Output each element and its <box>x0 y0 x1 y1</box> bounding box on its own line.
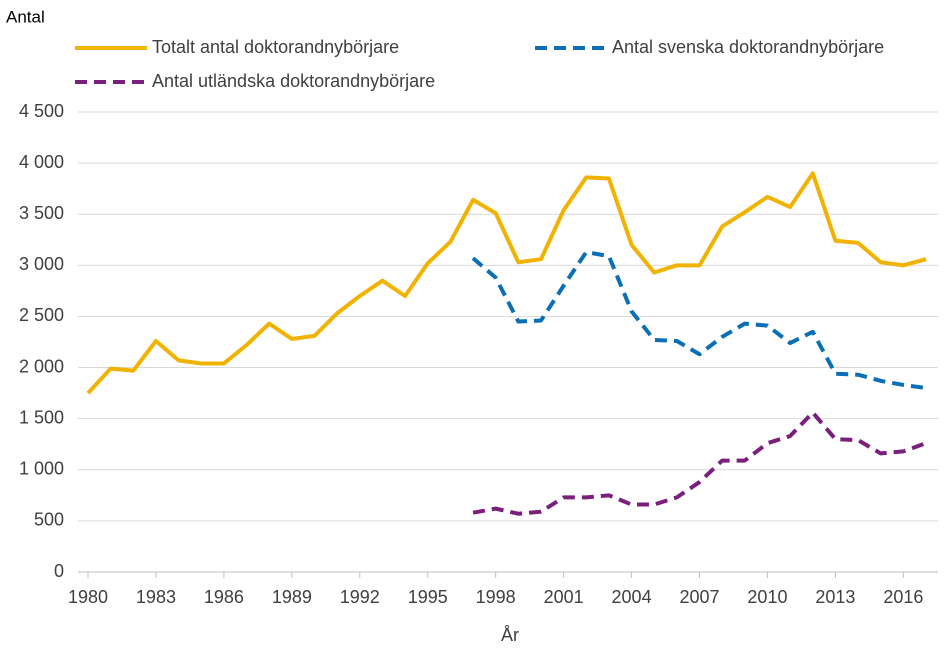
y-tick-label: 1 500 <box>19 407 64 427</box>
x-tick-label: 1983 <box>136 587 176 607</box>
x-tick-label: 1989 <box>272 587 312 607</box>
y-tick-label: 1 000 <box>19 459 64 479</box>
series-line <box>86 171 927 395</box>
series-line <box>472 410 927 516</box>
series-line <box>471 250 927 390</box>
x-tick-label: 2013 <box>815 587 855 607</box>
x-tick-label: 1986 <box>204 587 244 607</box>
y-tick-label: 4 000 <box>19 152 64 172</box>
y-tick-label: 0 <box>54 561 64 581</box>
x-tick-label: 1980 <box>68 587 108 607</box>
x-tick-label: 2007 <box>679 587 719 607</box>
y-tick-label: 4 500 <box>19 101 64 121</box>
x-tick-label: 2016 <box>883 587 923 607</box>
y-tick-label: 2 500 <box>19 305 64 325</box>
legend-label: Antal utländska doktorandnybörjare <box>152 71 435 91</box>
x-tick-label: 2004 <box>612 587 652 607</box>
legend-label: Antal svenska doktorandnybörjare <box>612 37 884 57</box>
x-tick-label: 1995 <box>408 587 448 607</box>
y-tick-label: 3 000 <box>19 254 64 274</box>
x-tick-label: 2001 <box>544 587 584 607</box>
y-tick-label: 3 500 <box>19 203 64 223</box>
legend-label: Totalt antal doktorandnybörjare <box>152 37 399 57</box>
y-tick-label: 2 000 <box>19 356 64 376</box>
x-tick-label: 2010 <box>747 587 787 607</box>
y-tick-label: 500 <box>34 510 64 530</box>
x-axis-label: År <box>501 625 519 645</box>
x-tick-label: 1992 <box>340 587 380 607</box>
chart-title: Antal <box>6 7 45 26</box>
x-tick-label: 1998 <box>476 587 516 607</box>
